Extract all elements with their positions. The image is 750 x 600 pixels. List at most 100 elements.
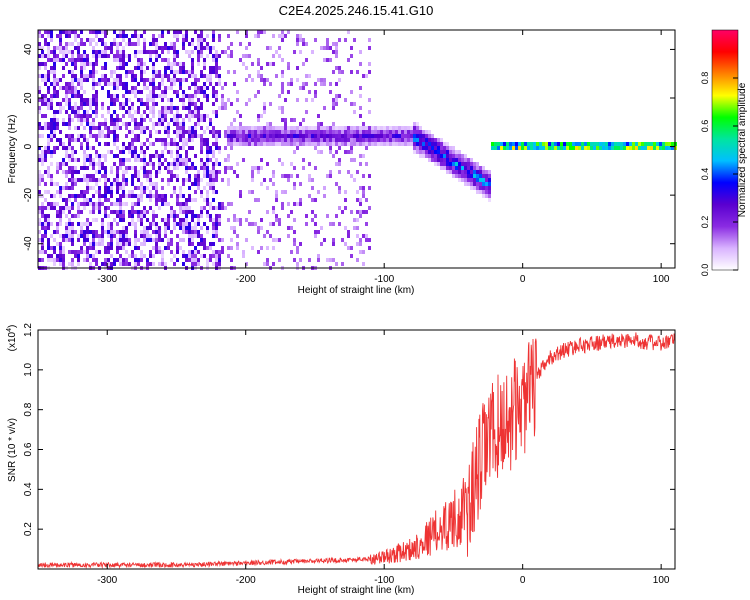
heatmap-cell	[89, 174, 92, 178]
heatmap-cell	[176, 122, 179, 126]
heatmap-cell	[545, 146, 548, 150]
heatmap-cell	[317, 114, 320, 118]
x-tick-label: -200	[236, 575, 256, 586]
heatmap-cell	[209, 178, 212, 182]
heatmap-cell	[317, 230, 320, 234]
heatmap-cell	[215, 258, 218, 262]
heatmap-cell	[200, 210, 203, 214]
heatmap-cell	[122, 82, 125, 86]
heatmap-cell	[95, 54, 98, 58]
heatmap-cell	[92, 70, 95, 74]
heatmap-cell	[176, 114, 179, 118]
heatmap-cell	[89, 186, 92, 190]
heatmap-cell	[41, 98, 44, 102]
heatmap-cell	[335, 50, 338, 54]
heatmap-cell	[50, 234, 53, 238]
heatmap-cell	[140, 78, 143, 82]
heatmap-cell	[179, 86, 182, 90]
heatmap-cell	[191, 146, 194, 150]
heatmap-cell	[200, 54, 203, 58]
heatmap-cell	[173, 50, 176, 54]
spectrogram-frame	[37, 29, 676, 269]
heatmap-cell	[116, 182, 119, 186]
heatmap-cell	[125, 250, 128, 254]
heatmap-cell	[83, 174, 86, 178]
heatmap-cell	[68, 134, 71, 138]
heatmap-cell	[329, 170, 332, 174]
heatmap-cell	[86, 234, 89, 238]
heatmap-cell	[290, 210, 293, 214]
heatmap-cell	[206, 230, 209, 234]
heatmap-cell	[353, 102, 356, 106]
heatmap-cell	[65, 34, 68, 38]
heatmap-cell	[473, 166, 476, 170]
heatmap-cell	[470, 162, 473, 166]
heatmap-cell	[461, 166, 464, 170]
heatmap-cell	[113, 54, 116, 58]
heatmap-cell	[311, 142, 314, 146]
heatmap-cell	[125, 158, 128, 162]
heatmap-cell	[446, 170, 449, 174]
heatmap-cell	[353, 38, 356, 42]
heatmap-cell	[176, 38, 179, 42]
heatmap-cell	[218, 150, 221, 154]
heatmap-cell	[287, 202, 290, 206]
heatmap-cell	[41, 258, 44, 262]
heatmap-cell	[638, 146, 641, 150]
heatmap-cell	[71, 50, 74, 54]
heatmap-cell	[215, 254, 218, 258]
y-tick-label: 1.2	[23, 323, 34, 337]
heatmap-cell	[44, 250, 47, 254]
heatmap-cell	[161, 262, 164, 266]
heatmap-cell	[515, 146, 518, 150]
heatmap-cell	[38, 158, 41, 162]
heatmap-cell	[209, 258, 212, 262]
heatmap-cell	[341, 126, 344, 130]
heatmap-cell	[266, 134, 269, 138]
heatmap-cell	[401, 130, 404, 134]
heatmap-cell	[179, 218, 182, 222]
heatmap-cell	[86, 178, 89, 182]
heatmap-cell	[221, 238, 224, 242]
heatmap-cell	[260, 114, 263, 118]
heatmap-cell	[125, 182, 128, 186]
heatmap-cell	[77, 210, 80, 214]
heatmap-cell	[158, 74, 161, 78]
heatmap-cell	[389, 126, 392, 130]
heatmap-cell	[203, 74, 206, 78]
heatmap-cell	[464, 178, 467, 182]
heatmap-cell	[194, 214, 197, 218]
heatmap-cell	[38, 154, 41, 158]
heatmap-cell	[179, 126, 182, 130]
heatmap-cell	[59, 250, 62, 254]
heatmap-cell	[152, 66, 155, 70]
heatmap-cell	[218, 262, 221, 266]
heatmap-cell	[92, 74, 95, 78]
heatmap-cell	[449, 170, 452, 174]
heatmap-cell	[83, 166, 86, 170]
heatmap-cell	[161, 122, 164, 126]
heatmap-cell	[47, 214, 50, 218]
heatmap-cell	[356, 138, 359, 142]
heatmap-cell	[332, 130, 335, 134]
heatmap-cell	[242, 130, 245, 134]
heatmap-cell	[173, 138, 176, 142]
heatmap-cell	[74, 254, 77, 258]
heatmap-cell	[398, 138, 401, 142]
heatmap-cell	[137, 138, 140, 142]
heatmap-cell	[59, 106, 62, 110]
heatmap-cell	[44, 234, 47, 238]
heatmap-cell	[392, 138, 395, 142]
heatmap-cell	[50, 194, 53, 198]
heatmap-cell	[281, 130, 284, 134]
heatmap-cell	[119, 150, 122, 154]
heatmap-cell	[215, 74, 218, 78]
heatmap-cell	[95, 154, 98, 158]
heatmap-cell	[290, 126, 293, 130]
heatmap-cell	[110, 122, 113, 126]
heatmap-cell	[173, 186, 176, 190]
heatmap-cell	[278, 34, 281, 38]
heatmap-cell	[158, 198, 161, 202]
heatmap-cell	[59, 234, 62, 238]
heatmap-cell	[287, 142, 290, 146]
